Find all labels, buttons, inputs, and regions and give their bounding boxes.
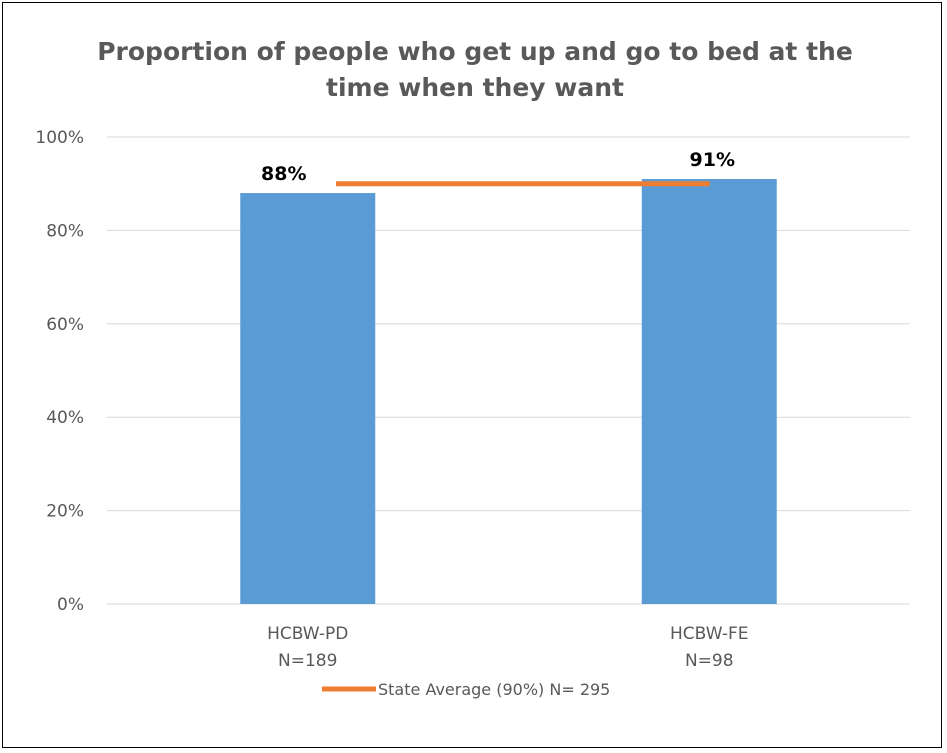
x-category-n-label: N=189 [278, 651, 337, 671]
x-category-label: HCBW-FE [670, 624, 748, 644]
x-category-n-label: N=98 [685, 651, 734, 671]
chart-title-line-2: time when they want [326, 73, 624, 102]
data-label-hcbw-pd: 88% [261, 163, 306, 185]
y-tick-label: 80% [46, 221, 84, 241]
y-tick-label: 60% [46, 315, 84, 335]
bar-hcbw-fe [641, 179, 777, 604]
y-tick-label: 20% [46, 502, 84, 522]
data-labels: 88% 91% [261, 149, 735, 185]
legend-label-state-average: State Average (90%) N= 295 [378, 680, 610, 699]
x-category-label: HCBW-PD [267, 624, 348, 644]
x-axis-labels: HCBW-PD N=189 HCBW-FE N=98 [267, 624, 748, 671]
y-axis-ticks: 0% 20% 40% 60% 80% 100% [35, 128, 84, 615]
chart-title-line-1: Proportion of people who get up and go t… [97, 37, 853, 66]
bars [240, 179, 777, 605]
legend: State Average (90%) N= 295 [322, 680, 610, 699]
y-tick-label: 100% [35, 128, 84, 148]
gridlines [107, 136, 910, 605]
y-tick-label: 40% [46, 408, 84, 428]
bar-hcbw-pd [240, 193, 376, 605]
data-label-hcbw-fe: 91% [690, 149, 735, 171]
y-tick-label: 0% [57, 595, 84, 615]
